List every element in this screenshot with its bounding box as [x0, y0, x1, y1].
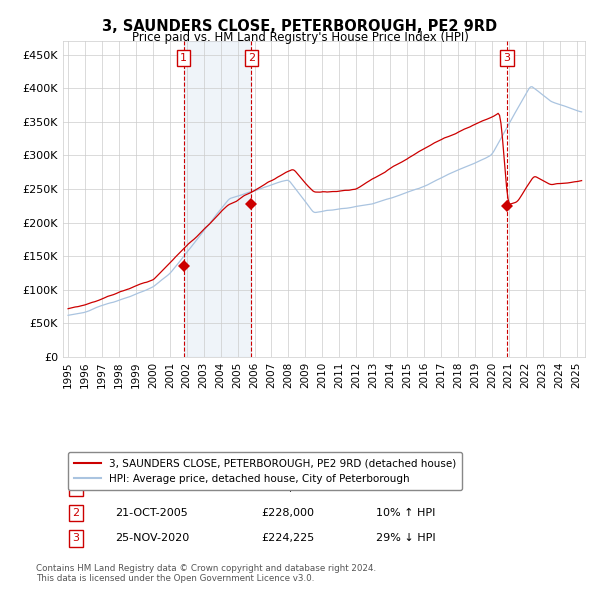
Text: 25-NOV-2020: 25-NOV-2020 [115, 533, 190, 543]
Text: 3: 3 [73, 533, 80, 543]
Text: 1: 1 [73, 483, 80, 493]
Text: 2: 2 [73, 508, 80, 518]
Text: Contains HM Land Registry data © Crown copyright and database right 2024.
This d: Contains HM Land Registry data © Crown c… [36, 563, 376, 583]
Text: 3, SAUNDERS CLOSE, PETERBOROUGH, PE2 9RD: 3, SAUNDERS CLOSE, PETERBOROUGH, PE2 9RD [103, 19, 497, 34]
Text: 29% ↓ HPI: 29% ↓ HPI [376, 533, 436, 543]
Text: 2: 2 [248, 53, 255, 63]
Text: 3: 3 [503, 53, 511, 63]
Text: 21-OCT-2005: 21-OCT-2005 [115, 508, 188, 518]
Text: 10% ↑ HPI: 10% ↑ HPI [376, 483, 436, 493]
Text: £224,225: £224,225 [262, 533, 314, 543]
Legend: 3, SAUNDERS CLOSE, PETERBOROUGH, PE2 9RD (detached house), HPI: Average price, d: 3, SAUNDERS CLOSE, PETERBOROUGH, PE2 9RD… [68, 452, 463, 490]
Text: 26-OCT-2001: 26-OCT-2001 [115, 483, 188, 493]
Text: £136,092: £136,092 [262, 483, 314, 493]
Text: Price paid vs. HM Land Registry's House Price Index (HPI): Price paid vs. HM Land Registry's House … [131, 31, 469, 44]
Text: £228,000: £228,000 [262, 508, 314, 518]
Bar [184, 41, 251, 357]
Text: 1: 1 [180, 53, 187, 63]
Text: 10% ↑ HPI: 10% ↑ HPI [376, 508, 436, 518]
